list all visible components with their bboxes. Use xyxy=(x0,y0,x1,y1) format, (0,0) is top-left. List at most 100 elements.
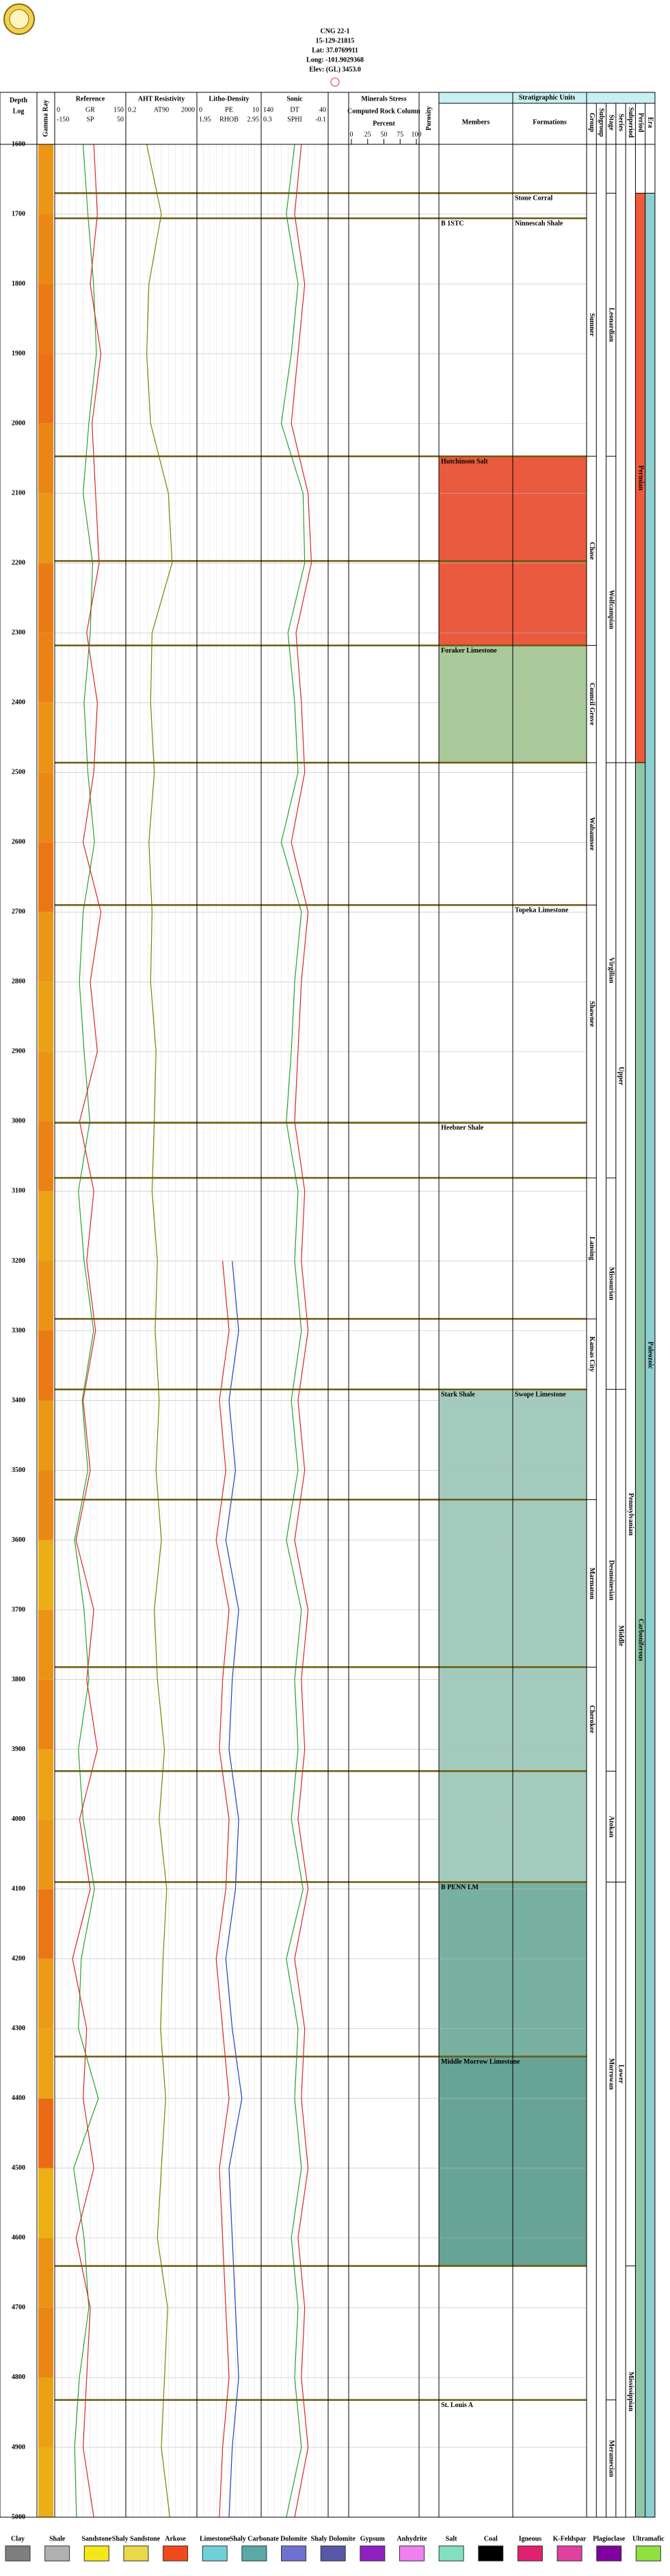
gamma-strip xyxy=(38,2028,53,2099)
strat-col-header: Series xyxy=(617,114,625,131)
gamma-strip xyxy=(38,423,53,494)
strat-unit-label: Paleozoic xyxy=(647,1341,654,1369)
track-title: Reference xyxy=(76,95,105,103)
strat-unit-label: Middle xyxy=(617,1625,625,1646)
depth-label: 2500 xyxy=(12,769,25,776)
gamma-strip xyxy=(38,214,53,285)
rock-tick: 0 xyxy=(350,131,353,138)
curve-max: 2000 xyxy=(181,106,195,114)
legend-label: Limestone xyxy=(200,2535,230,2542)
member-label: Foraker Limestone xyxy=(441,647,497,655)
column-frame xyxy=(586,92,656,2518)
strat-col-header: Group xyxy=(588,113,595,133)
legend-label: Anhydrite xyxy=(397,2535,427,2542)
strat-title: Stratigraphic Units xyxy=(519,94,576,101)
track-title: Sonic xyxy=(286,95,303,103)
gamma-strip xyxy=(38,2307,53,2378)
strat-unit-label: Kansas City xyxy=(588,1337,595,1372)
legend-swatch xyxy=(557,2545,582,2562)
curve xyxy=(73,144,99,2518)
gamma-strip xyxy=(38,1609,53,1680)
curve-min: -150 xyxy=(57,116,69,123)
rock-tick: 75 xyxy=(397,131,403,138)
strat-col-header: Period xyxy=(636,113,644,133)
depth-label: 4000 xyxy=(12,1815,25,1823)
gamma-strip xyxy=(38,1330,53,1401)
gamma-strip xyxy=(38,912,53,982)
depth-label: 4600 xyxy=(12,2234,25,2242)
legend-swatch xyxy=(438,2545,464,2562)
depth-label: 4900 xyxy=(12,2443,25,2451)
strat-unit-label: Cherokee xyxy=(588,1705,595,1733)
gamma-strip xyxy=(38,2168,53,2238)
strat-unit-label: Leonardian xyxy=(607,308,615,342)
curve-min: 0.3 xyxy=(263,116,272,123)
legend-label: Arkose xyxy=(165,2535,186,2542)
legend-swatch xyxy=(5,2545,31,2562)
curve xyxy=(215,1261,230,2518)
rock-unit: Percent xyxy=(373,120,395,127)
depth-label: 1700 xyxy=(12,210,25,218)
legend-label: Dolomite xyxy=(280,2535,307,2542)
strip-title: Gamma Ray xyxy=(42,100,49,137)
legend-label: Shaly Dolomite xyxy=(311,2535,356,2542)
legend-swatch xyxy=(478,2545,504,2562)
depth-label: 2900 xyxy=(12,1048,25,1055)
legend-swatch xyxy=(399,2545,425,2562)
gamma-strip xyxy=(38,1400,53,1471)
legend-swatch xyxy=(163,2545,189,2562)
depth-label: 3900 xyxy=(12,1746,25,1753)
depth-label: 2700 xyxy=(12,908,25,916)
rock-tick: 50 xyxy=(381,131,388,138)
depth-label: 2100 xyxy=(12,489,25,497)
gamma-strip xyxy=(38,2237,53,2308)
strat-unit-label: Pennsylvanian xyxy=(627,1493,634,1536)
gamma-strip xyxy=(38,1191,53,1261)
curve xyxy=(72,144,102,2518)
depth-subtitle: Log xyxy=(13,107,25,115)
depth-label: 2300 xyxy=(12,629,25,637)
gamma-strip xyxy=(38,1679,53,1750)
legend-swatch xyxy=(360,2545,386,2562)
formations-title: Formations xyxy=(533,118,567,126)
member-label: Heebner Shale xyxy=(441,1125,484,1132)
curve-min: 0 xyxy=(199,106,202,114)
curve-name: AT90 xyxy=(154,106,169,114)
lat: Lat: 37.0769911 xyxy=(312,47,358,54)
strat-col-header: Subgroup xyxy=(598,108,605,137)
strat-unit-label: Missourian xyxy=(607,1267,615,1300)
depth-title: Depth xyxy=(10,96,28,104)
member-label: B PENN LM xyxy=(441,1884,479,1891)
strat-unit-label: Virgilian xyxy=(607,958,615,984)
depth-label: 4700 xyxy=(12,2304,25,2311)
gamma-strip xyxy=(38,563,53,633)
depth-label: 2200 xyxy=(12,559,25,566)
depth-label: 2000 xyxy=(12,419,25,427)
legend-label: Salt xyxy=(446,2535,457,2542)
legend-swatch xyxy=(123,2545,149,2562)
gamma-strip xyxy=(38,144,53,215)
gamma-strip xyxy=(38,702,53,773)
strat-unit-label: Upper xyxy=(617,1066,625,1086)
member-label: St. Louis A xyxy=(441,2402,474,2409)
rock-tick: 25 xyxy=(364,131,371,138)
strat-unit-label: Permian xyxy=(636,465,644,490)
depth-label: 4100 xyxy=(12,1885,25,1893)
strat-unit-label: Mississippian xyxy=(627,2371,634,2411)
depth-label: 4500 xyxy=(12,2164,25,2172)
curve-name: DT xyxy=(290,106,299,114)
curve-name: RHOB xyxy=(219,116,239,123)
depth-label: 2800 xyxy=(12,978,25,986)
strat-unit-label: Shawnee xyxy=(588,1001,595,1027)
legend-label: Coal xyxy=(484,2535,498,2542)
track-title: AHT Resistivity xyxy=(138,95,185,103)
strat-unit-label: Marmaton xyxy=(588,1568,595,1600)
legend-swatch xyxy=(517,2545,543,2562)
curve-name: SPHI xyxy=(287,116,302,123)
curve-max: -0.1 xyxy=(315,116,326,123)
curve-name: SP xyxy=(86,116,94,123)
curve-name: GR xyxy=(85,106,95,114)
strat-unit-label: Sumner xyxy=(588,313,595,337)
long: Long: -101.9029368 xyxy=(306,56,364,64)
depth-label: 2600 xyxy=(12,839,25,846)
